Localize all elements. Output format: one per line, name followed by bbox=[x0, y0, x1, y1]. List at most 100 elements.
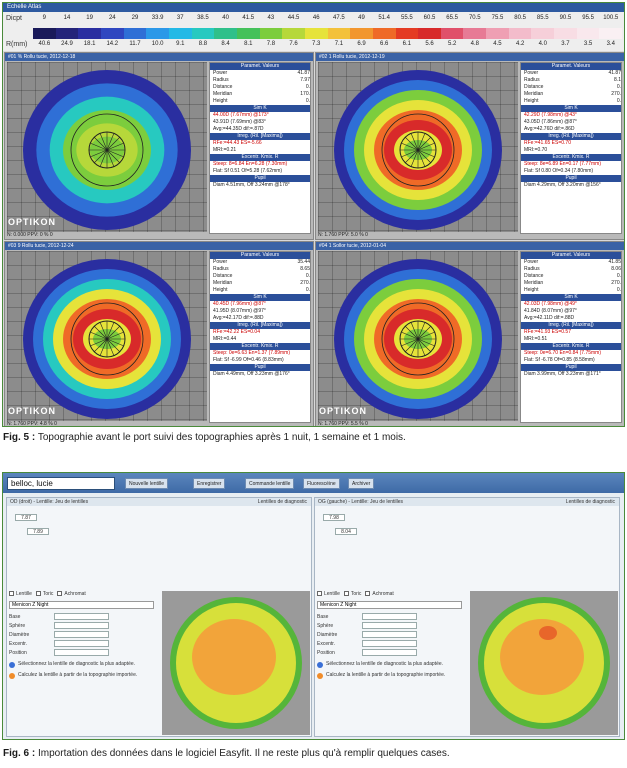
scale-radius-value: 9.1 bbox=[176, 41, 185, 47]
note-text: Calculez la lentille à partir de la topo… bbox=[326, 672, 446, 678]
checkbox[interactable] bbox=[9, 591, 14, 597]
info-value: 270. bbox=[611, 91, 621, 97]
info-line: Avg:=42.17D dif:=.88D bbox=[213, 315, 264, 321]
info-value: 270. bbox=[611, 280, 621, 286]
toolbar-button[interactable]: Fluorescéine bbox=[303, 478, 340, 489]
k2-field[interactable]: 8.04 bbox=[333, 528, 357, 535]
scale-dioptre-value: 14 bbox=[63, 15, 71, 21]
info-label: Meridian bbox=[524, 280, 544, 286]
scale-color-swatch bbox=[576, 28, 600, 39]
scale-color-swatch bbox=[508, 28, 532, 39]
scale-radius-value: 14.2 bbox=[106, 41, 119, 47]
lens-parameter-label: Position bbox=[317, 649, 335, 656]
info-section-header: Irreg. (Ril. [Maxima]) bbox=[210, 322, 310, 329]
scale-dioptre-value: 29 bbox=[131, 15, 139, 21]
scale-dioptre-value: 90.5 bbox=[559, 15, 572, 21]
lens-tab[interactable]: Lentille bbox=[317, 591, 340, 599]
checkbox[interactable] bbox=[343, 591, 349, 597]
k1-field[interactable]: 7.98 bbox=[321, 514, 345, 521]
info-label: Distance bbox=[213, 273, 233, 279]
lens-parameter-input[interactable] bbox=[362, 640, 417, 647]
map-axis-line bbox=[401, 331, 435, 347]
info-label: Power bbox=[524, 259, 539, 265]
info-value: 0. bbox=[616, 84, 621, 90]
note-text: Calculez la lentille à partir de la topo… bbox=[18, 672, 138, 678]
lens-parameter-label: Sphère bbox=[317, 622, 334, 629]
info-label: Radius bbox=[524, 77, 540, 83]
lens-type-select[interactable]: Menicon Z Night bbox=[317, 601, 462, 609]
k2-field[interactable]: 7.89 bbox=[25, 528, 49, 535]
lens-tab[interactable]: Toric bbox=[35, 591, 53, 599]
info-label: Radius bbox=[213, 266, 229, 272]
scale-dioptre-value: 46 bbox=[312, 15, 320, 21]
topography-info-panel: Paramet. Valeurs Power 41.87 Radius 8.1 Dista… bbox=[520, 62, 622, 234]
optikon-logo: OPTIKON bbox=[319, 406, 368, 416]
lens-parameter-input[interactable] bbox=[362, 649, 417, 656]
info-section-header: Sim K bbox=[210, 105, 310, 112]
scale-dioptre-value: 40 bbox=[222, 15, 229, 21]
lens-tab[interactable]: Achromat bbox=[57, 591, 86, 599]
toolbar-button[interactable]: Archiver bbox=[348, 478, 375, 489]
k1-field[interactable]: 7.87 bbox=[13, 514, 37, 521]
scale-header: Echelle Atlas bbox=[3, 3, 624, 12]
toolbar-button[interactable]: Nouvelle lentille bbox=[125, 478, 169, 489]
k1-value[interactable]: 7.87 bbox=[15, 514, 37, 521]
lens-tab-label: Achromat bbox=[64, 591, 86, 597]
k2-value[interactable]: 7.89 bbox=[27, 528, 49, 535]
scale-dioptre-value: 19 bbox=[86, 15, 93, 21]
scale-radius-value: 7.6 bbox=[289, 41, 298, 47]
scale-radius-value: 7.3 bbox=[312, 41, 321, 47]
topography-window-title: #03 9 Rollu tucie, 2012-12-24 bbox=[5, 242, 313, 250]
k2-value[interactable]: 8.04 bbox=[335, 528, 357, 535]
scale-color-swatch bbox=[440, 28, 464, 39]
info-value: 8.1 bbox=[614, 77, 621, 83]
info-value: 7.97 bbox=[300, 77, 310, 83]
info-value: 0. bbox=[305, 273, 310, 279]
info-row: Distance 0. bbox=[521, 84, 621, 91]
lens-parameter-row: Base bbox=[317, 612, 467, 621]
topography-window-title: #04 1 Sollor tucie, 2012-01-04 bbox=[316, 242, 624, 250]
lens-tab[interactable]: Toric bbox=[343, 591, 361, 599]
info-label: Power bbox=[213, 70, 228, 76]
info-line: 41.95D (8.07mm) @97° bbox=[213, 308, 266, 314]
info-row: Power 41.87 bbox=[521, 70, 621, 77]
lens-tab[interactable]: Lentille bbox=[9, 591, 32, 599]
info-value: 0. bbox=[305, 84, 310, 90]
map-status-line: N: 0.000 PPV: 0 % 0 bbox=[7, 232, 53, 238]
note-text: Sélectionnez la lentille de diagnostic l… bbox=[326, 661, 444, 667]
lens-parameter-input[interactable] bbox=[362, 631, 417, 638]
checkbox[interactable] bbox=[317, 591, 322, 597]
lens-parameter-input[interactable] bbox=[54, 640, 109, 647]
lens-tab[interactable]: Achromat bbox=[365, 591, 394, 599]
lens-type-select[interactable]: Menicon Z Night bbox=[9, 601, 154, 609]
note-text: Sélectionnez la lentille de diagnostic l… bbox=[18, 661, 136, 667]
lens-parameter-input[interactable] bbox=[54, 631, 109, 638]
checkbox[interactable] bbox=[57, 591, 63, 597]
scale-dioptre-value: 100.5 bbox=[603, 15, 619, 21]
scale-dioptre-value: 47.5 bbox=[333, 15, 345, 21]
lens-parameter-row: Position bbox=[317, 648, 467, 657]
toolbar-button[interactable]: Enregistrer bbox=[193, 478, 226, 489]
scale-radius-value: 24.9 bbox=[61, 41, 73, 47]
info-row: Height 0. bbox=[210, 287, 310, 294]
scale-color-swatch bbox=[214, 28, 237, 39]
checkbox[interactable] bbox=[365, 591, 371, 597]
info-row: Power 41.87 bbox=[210, 70, 310, 77]
scale-radius-label: R(mm) bbox=[6, 41, 28, 48]
lens-parameter-input[interactable] bbox=[362, 622, 417, 629]
checkbox[interactable] bbox=[35, 591, 41, 597]
lens-parameter-input[interactable] bbox=[54, 622, 109, 629]
info-line: Flat: Sf -6.78 Of=0.85 (8.58mm) bbox=[524, 357, 595, 363]
lens-parameter-input[interactable] bbox=[54, 613, 109, 620]
patient-search-input[interactable]: belloc, lucie bbox=[7, 477, 115, 490]
lens-parameter-input[interactable] bbox=[54, 649, 109, 656]
info-line: RFe:=44.43 ES=-5.66 bbox=[213, 140, 262, 146]
toolbar-button[interactable]: Commande lentille bbox=[245, 478, 295, 489]
info-row: Meridian 270. bbox=[521, 91, 621, 98]
info-value: 8.06 bbox=[611, 266, 621, 272]
scale-color-swatch bbox=[418, 28, 441, 39]
k1-value[interactable]: 7.98 bbox=[323, 514, 345, 521]
scale-radius-value: 8.4 bbox=[221, 41, 230, 47]
info-line: 41.84D (8.07mm) @97° bbox=[524, 308, 577, 314]
lens-parameter-input[interactable] bbox=[362, 613, 417, 620]
